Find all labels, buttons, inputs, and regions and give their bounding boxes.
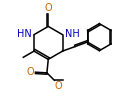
Text: O: O: [44, 3, 52, 13]
Text: O: O: [55, 81, 63, 91]
Text: HN: HN: [17, 29, 32, 39]
Text: NH: NH: [65, 29, 80, 39]
Text: O: O: [27, 67, 35, 77]
